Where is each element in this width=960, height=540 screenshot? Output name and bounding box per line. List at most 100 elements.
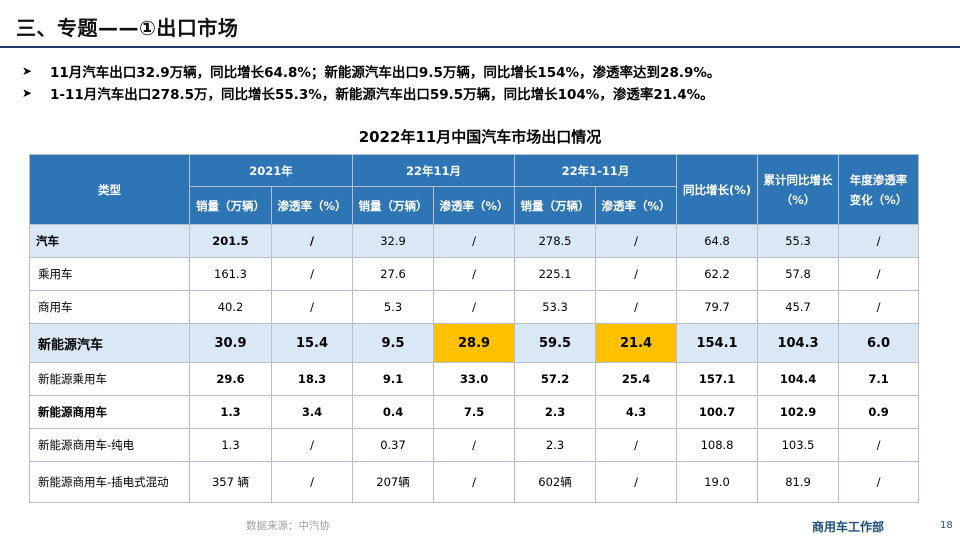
table-cell: 6.0 xyxy=(838,323,920,363)
header-pen-change: 年度渗透率变化（%） xyxy=(838,154,920,225)
table-cell: 79.7 xyxy=(676,290,759,324)
header-cum-yoy: 累计同比增长（%） xyxy=(757,154,840,225)
table-cell: 57.8 xyxy=(757,257,840,291)
arrow-bullet-icon: ➤ xyxy=(22,64,33,78)
bullet-text: 1-11月汽车出口278.5万，同比增长55.3%，新能源汽车出口59.5万辆，… xyxy=(50,87,714,103)
table-cell: 108.8 xyxy=(676,428,759,462)
table-cell: 278.5 xyxy=(514,224,597,258)
table-cell: / xyxy=(433,257,516,291)
arrow-bullet-icon: ➤ xyxy=(22,86,33,100)
table-cell: 59.5 xyxy=(514,323,597,363)
department-label: 商用车工作部 xyxy=(812,520,885,534)
table-cell: 64.8 xyxy=(676,224,759,258)
table-cell: / xyxy=(595,290,678,324)
header-sales: 销量（万辆） xyxy=(189,186,272,225)
table-cell: 0.4 xyxy=(352,395,435,429)
table-cell: 7.5 xyxy=(433,395,516,429)
bullet-item: ➤ 11月汽车出口32.9万辆，同比增长64.8%；新能源汽车出口9.5万辆，同… xyxy=(22,60,942,82)
table-cell: 2.3 xyxy=(514,395,597,429)
header-yoy: 同比增长(%) xyxy=(676,154,759,225)
table-row: 商用车 40.2 / 5.3 / 53.3 / 79.7 45.7 / xyxy=(29,290,920,324)
table-row: 乘用车 161.3 / 27.6 / 225.1 / 62.2 57.8 / xyxy=(29,257,920,291)
table-cell: 18.3 xyxy=(270,362,354,396)
table-cell: / xyxy=(433,428,516,462)
table-cell: / xyxy=(270,428,354,462)
table-cell: / xyxy=(595,224,678,258)
table-cell: / xyxy=(595,461,678,503)
table-cell: / xyxy=(270,290,354,324)
table-cell: 602辆 xyxy=(514,461,597,503)
table-cell: 40.2 xyxy=(189,290,272,324)
table-cell: / xyxy=(270,224,354,258)
table-cell: 102.9 xyxy=(757,395,840,429)
table-cell: 19.0 xyxy=(676,461,759,503)
row-label: 新能源商用车-插电式混动 xyxy=(29,461,190,503)
table-cell: 0.9 xyxy=(838,395,920,429)
table-cell: 45.7 xyxy=(757,290,840,324)
table-cell: 100.7 xyxy=(676,395,759,429)
header-type: 类型 xyxy=(29,154,190,225)
table-cell: 103.5 xyxy=(757,428,840,462)
header-pen: 渗透率（%） xyxy=(433,186,516,225)
table-cell: 207辆 xyxy=(352,461,435,503)
table-cell: 7.1 xyxy=(838,362,920,396)
table-cell: 55.3 xyxy=(757,224,840,258)
table-cell: / xyxy=(838,257,920,291)
table-cell: 154.1 xyxy=(676,323,759,363)
table-row: 新能源商用车 1.3 3.4 0.4 7.5 2.3 4.3 100.7 102… xyxy=(29,395,920,429)
table-cell: / xyxy=(270,461,354,503)
table-cell: 201.5 xyxy=(189,224,272,258)
table-cell: 32.9 xyxy=(352,224,435,258)
table-cell: 53.3 xyxy=(514,290,597,324)
row-label: 汽车 xyxy=(29,224,190,258)
header-sales: 销量（万辆） xyxy=(352,186,435,225)
table-cell: 29.6 xyxy=(189,362,272,396)
table-row: 汽车 201.5 / 32.9 / 278.5 / 64.8 55.3 / xyxy=(29,224,920,258)
table-cell: 1.3 xyxy=(189,395,272,429)
table-cell: 104.4 xyxy=(757,362,840,396)
table-cell: 4.3 xyxy=(595,395,678,429)
table-cell: / xyxy=(838,290,920,324)
row-label: 乘用车 xyxy=(29,257,190,291)
row-label: 新能源乘用车 xyxy=(29,362,190,396)
page-title: 三、专题——①出口市场 xyxy=(16,16,239,40)
table-cell: 33.0 xyxy=(433,362,516,396)
header-22-11: 22年11月 xyxy=(352,154,516,187)
row-label: 新能源商用车 xyxy=(29,395,190,429)
table-cell: 30.9 xyxy=(189,323,272,363)
title-divider xyxy=(0,46,960,48)
table-cell: 25.4 xyxy=(595,362,678,396)
table-cell: 5.3 xyxy=(352,290,435,324)
export-table: 类型 2021年 22年11月 22年1-11月 同比增长(%) 累计同比增长（… xyxy=(29,154,920,503)
page-number: 18 xyxy=(940,520,953,531)
table-cell: 15.4 xyxy=(270,323,354,363)
table-cell-highlight: 28.9 xyxy=(433,323,516,363)
table-cell: 81.9 xyxy=(757,461,840,503)
table-cell: / xyxy=(838,428,920,462)
header-pen: 渗透率（%） xyxy=(270,186,354,225)
table-cell: 9.5 xyxy=(352,323,435,363)
table-cell: / xyxy=(838,461,920,503)
table-cell: 62.2 xyxy=(676,257,759,291)
table-cell: 2.3 xyxy=(514,428,597,462)
table-cell: 3.4 xyxy=(270,395,354,429)
table-cell: 157.1 xyxy=(676,362,759,396)
table-cell: / xyxy=(838,224,920,258)
row-label: 商用车 xyxy=(29,290,190,324)
header-sales: 销量（万辆） xyxy=(514,186,597,225)
header-pen: 渗透率（%） xyxy=(595,186,678,225)
table-cell: 104.3 xyxy=(757,323,840,363)
bullet-text: 11月汽车出口32.9万辆，同比增长64.8%；新能源汽车出口9.5万辆，同比增… xyxy=(50,65,721,81)
header-22-1-11: 22年1-11月 xyxy=(514,154,678,187)
table-cell: 357 辆 xyxy=(189,461,272,503)
table-cell: / xyxy=(433,290,516,324)
table-cell: / xyxy=(433,461,516,503)
table-cell: / xyxy=(270,257,354,291)
data-source: 数据来源：中汽协 xyxy=(246,520,330,532)
table-row: 新能源商用车-纯电 1.3 / 0.37 / 2.3 / 108.8 103.5… xyxy=(29,428,920,462)
table-row: 新能源乘用车 29.6 18.3 9.1 33.0 57.2 25.4 157.… xyxy=(29,362,920,396)
row-label: 新能源汽车 xyxy=(29,323,190,363)
table-cell: / xyxy=(433,224,516,258)
table-title: 2022年11月中国汽车市场出口情况 xyxy=(358,128,602,146)
bullet-item: ➤ 1-11月汽车出口278.5万，同比增长55.3%，新能源汽车出口59.5万… xyxy=(22,82,942,104)
